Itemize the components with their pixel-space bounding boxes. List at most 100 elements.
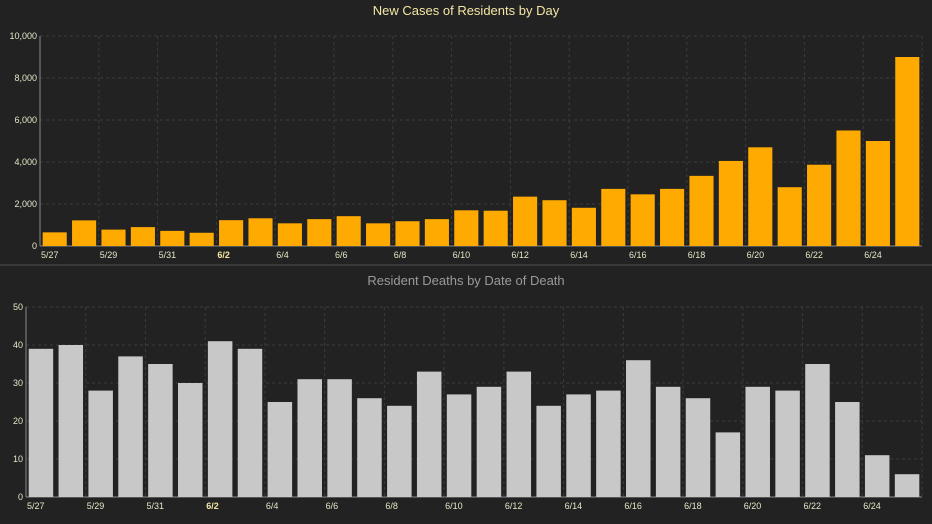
cases-bar-6-10[interactable] bbox=[454, 210, 479, 246]
deaths-bar-6-7[interactable] bbox=[357, 398, 382, 497]
deaths-x-tick-label: 6/4 bbox=[266, 501, 279, 511]
cases-bar-6-17[interactable] bbox=[660, 188, 685, 246]
cases-bar-6-21[interactable] bbox=[777, 187, 802, 246]
cases-bar-6-20[interactable] bbox=[748, 147, 773, 246]
resident-deaths-chart-panel: 0 10 20 30 40 50 5/27 5/29 5/31 6/2 6/4 6/6 6/8 6/10 6… bbox=[0, 268, 932, 524]
cases-x-tick-label: 6/8 bbox=[394, 250, 407, 260]
deaths-x-tick-label: 6/14 bbox=[565, 501, 583, 511]
cases-x-tick-label: 6/2 bbox=[217, 250, 230, 260]
cases-bar-6-19[interactable] bbox=[718, 160, 743, 246]
deaths-y-tick-label: 10 bbox=[13, 454, 23, 464]
deaths-y-tick-label: 50 bbox=[13, 302, 23, 312]
deaths-y-tick-label: 40 bbox=[13, 340, 23, 350]
deaths-x-tick-label: 6/18 bbox=[684, 501, 702, 511]
cases-bar-6-22[interactable] bbox=[807, 164, 832, 246]
cases-y-tick-label: 4,000 bbox=[14, 157, 37, 167]
cases-bar-6-16[interactable] bbox=[630, 194, 655, 246]
deaths-bar-6-22[interactable] bbox=[805, 364, 830, 497]
deaths-bar-6-21[interactable] bbox=[775, 390, 800, 497]
cases-x-tick-label: 6/24 bbox=[864, 250, 882, 260]
cases-x-tick-label: 6/10 bbox=[453, 250, 471, 260]
cases-bar-5-29[interactable] bbox=[101, 229, 126, 246]
cases-bar-6-12[interactable] bbox=[513, 196, 538, 246]
deaths-bar-6-2[interactable] bbox=[207, 341, 233, 497]
cases-bar-5-28[interactable] bbox=[72, 220, 97, 246]
deaths-bar-5-31[interactable] bbox=[148, 364, 173, 497]
deaths-bar-6-12[interactable] bbox=[506, 371, 532, 497]
cases-bar-6-3[interactable] bbox=[248, 218, 273, 246]
deaths-bar-5-28[interactable] bbox=[58, 345, 84, 497]
cases-bar-6-23[interactable] bbox=[836, 130, 861, 247]
deaths-x-tick-label: 6/6 bbox=[326, 501, 339, 511]
deaths-x-tick-label: 6/16 bbox=[624, 501, 642, 511]
deaths-bar-6-1[interactable] bbox=[178, 383, 203, 497]
cases-x-tick-label: 6/20 bbox=[747, 250, 765, 260]
deaths-bar-6-5[interactable] bbox=[297, 379, 322, 497]
deaths-bar-5-29[interactable] bbox=[88, 390, 113, 497]
deaths-x-tick-label: 6/8 bbox=[385, 501, 398, 511]
deaths-y-tick-label: 0 bbox=[18, 492, 23, 502]
cases-x-tick-label: 6/12 bbox=[511, 250, 529, 260]
deaths-bar-6-3[interactable] bbox=[237, 348, 263, 497]
cases-x-tick-label: 5/29 bbox=[100, 250, 118, 260]
cases-x-tick-label: 6/14 bbox=[570, 250, 588, 260]
deaths-bar-5-27[interactable] bbox=[28, 348, 54, 497]
deaths-bar-6-24[interactable] bbox=[864, 455, 890, 497]
new-cases-chart: 0 2,000 4,000 6,000 8,000 10,000 5/27 5/29 5/31 6… bbox=[9, 31, 923, 260]
cases-bar-6-15[interactable] bbox=[601, 188, 626, 246]
cases-bar-5-27[interactable] bbox=[42, 232, 67, 246]
cases-bar-6-8[interactable] bbox=[395, 221, 420, 246]
deaths-bar-6-14[interactable] bbox=[566, 394, 591, 497]
deaths-bar-6-4[interactable] bbox=[267, 402, 293, 497]
cases-bar-6-25[interactable] bbox=[895, 57, 920, 246]
cases-y-tick-label: 10,000 bbox=[9, 31, 37, 41]
cases-y-tick-label: 6,000 bbox=[14, 115, 37, 125]
cases-bar-6-18[interactable] bbox=[689, 175, 714, 246]
new-cases-chart-title: New Cases of Residents by Day bbox=[372, 3, 560, 18]
cases-bar-6-24[interactable] bbox=[865, 141, 890, 246]
deaths-bar-6-19[interactable] bbox=[715, 432, 741, 497]
cases-bar-5-30[interactable] bbox=[130, 227, 155, 246]
cases-y-tick-label: 8,000 bbox=[14, 73, 37, 83]
cases-bar-5-31[interactable] bbox=[160, 230, 185, 246]
cases-bar-6-1[interactable] bbox=[189, 232, 214, 246]
deaths-x-tick-label: 5/31 bbox=[146, 501, 164, 511]
deaths-x-tick-label: 5/29 bbox=[87, 501, 105, 511]
cases-bar-6-14[interactable] bbox=[571, 207, 596, 246]
cases-bar-6-6[interactable] bbox=[336, 216, 361, 246]
deaths-x-tick-label: 6/10 bbox=[445, 501, 463, 511]
cases-bar-6-4[interactable] bbox=[277, 223, 302, 246]
deaths-bar-6-15[interactable] bbox=[596, 390, 621, 497]
cases-bar-6-5[interactable] bbox=[307, 219, 332, 246]
deaths-y-tick-label: 20 bbox=[13, 416, 23, 426]
cases-bar-6-13[interactable] bbox=[542, 200, 567, 246]
cases-y-tick-label: 0 bbox=[32, 241, 37, 251]
cases-x-tick-label: 6/22 bbox=[805, 250, 823, 260]
cases-x-tick-label: 6/18 bbox=[688, 250, 706, 260]
deaths-bar-6-6[interactable] bbox=[327, 379, 352, 497]
cases-x-tick-label: 5/27 bbox=[41, 250, 59, 260]
deaths-bar-6-11[interactable] bbox=[476, 386, 502, 497]
deaths-bar-6-10[interactable] bbox=[446, 394, 472, 497]
deaths-x-tick-label: 6/20 bbox=[744, 501, 762, 511]
deaths-bar-6-23[interactable] bbox=[835, 402, 860, 497]
cases-x-tick-label: 6/16 bbox=[629, 250, 647, 260]
cases-bar-6-7[interactable] bbox=[366, 223, 391, 246]
deaths-bar-6-25[interactable] bbox=[894, 474, 920, 497]
deaths-bar-6-13[interactable] bbox=[536, 405, 561, 497]
deaths-bar-6-18[interactable] bbox=[685, 398, 711, 497]
deaths-bar-6-8[interactable] bbox=[387, 405, 412, 497]
deaths-bar-6-17[interactable] bbox=[655, 386, 681, 497]
deaths-bar-6-20[interactable] bbox=[745, 386, 770, 497]
cases-x-tick-label: 6/4 bbox=[276, 250, 289, 260]
cases-bar-6-11[interactable] bbox=[483, 210, 508, 246]
cases-y-tick-label: 2,000 bbox=[14, 199, 37, 209]
deaths-bar-6-16[interactable] bbox=[626, 360, 651, 497]
cases-bar-6-2[interactable] bbox=[219, 220, 244, 246]
cases-bar-6-9[interactable] bbox=[424, 219, 449, 246]
deaths-x-tick-label: 6/12 bbox=[505, 501, 523, 511]
deaths-bar-6-9[interactable] bbox=[416, 371, 442, 497]
resident-deaths-chart: 0 10 20 30 40 50 5/27 5/29 5/31 6/2 6/4 6/6 6/8 6/10 6… bbox=[13, 302, 923, 511]
deaths-bar-5-30[interactable] bbox=[118, 356, 143, 497]
